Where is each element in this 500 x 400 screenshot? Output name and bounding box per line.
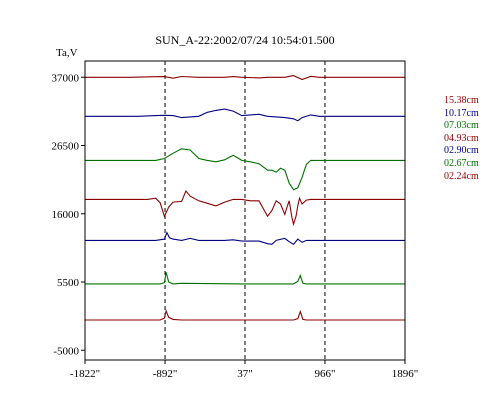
y-tick-label-2: 16000	[52, 209, 80, 221]
x-tick-label-2: 37"	[237, 368, 253, 380]
series-line-4	[85, 231, 405, 246]
x-tick-label-4: 1896"	[392, 368, 419, 380]
y-tick-label-0: 37000	[52, 72, 80, 84]
series-line-2	[85, 148, 405, 191]
y-tick-label-3: 5500	[57, 277, 80, 289]
legend-item-2: 07.03cm	[444, 120, 479, 132]
series-line-5	[85, 272, 405, 285]
legend-item-3: 04.93cm	[444, 132, 479, 144]
reference-lines	[164, 61, 326, 360]
series-line-3	[85, 189, 405, 227]
legend-item-6: 02.24cm	[444, 170, 479, 182]
y-axis-label: Ta,V	[56, 47, 78, 59]
legend: 15.38cm 10.17cm 07.03cm 04.93cm 02.90cm 02.67…	[444, 95, 500, 183]
x-tick-label-3: 966"	[314, 368, 335, 380]
legend-item-0: 15.38cm	[444, 95, 479, 106]
y-axis: 37000 26500 16000 5500 -5000	[52, 72, 85, 357]
x-tick-label-0: -1822"	[70, 368, 100, 380]
x-axis: -1822" -892" 37" 966" 1896"	[70, 360, 418, 380]
y-tick-label-1: 26500	[52, 141, 80, 153]
y-tick-label-4: -5000	[53, 345, 79, 357]
legend-item-4: 02.90cm	[444, 145, 479, 157]
series-layer	[85, 75, 405, 321]
legend-item-1: 10.17cm	[444, 107, 479, 119]
chart-title: SUN_A-22:2002/07/24 10:54:01.500	[155, 33, 334, 47]
series-line-6	[85, 309, 405, 321]
series-line-1	[85, 108, 405, 122]
x-tick-label-1: -892"	[153, 368, 178, 380]
series-line-0	[85, 75, 405, 81]
legend-item-5: 02.67cm	[444, 157, 479, 169]
